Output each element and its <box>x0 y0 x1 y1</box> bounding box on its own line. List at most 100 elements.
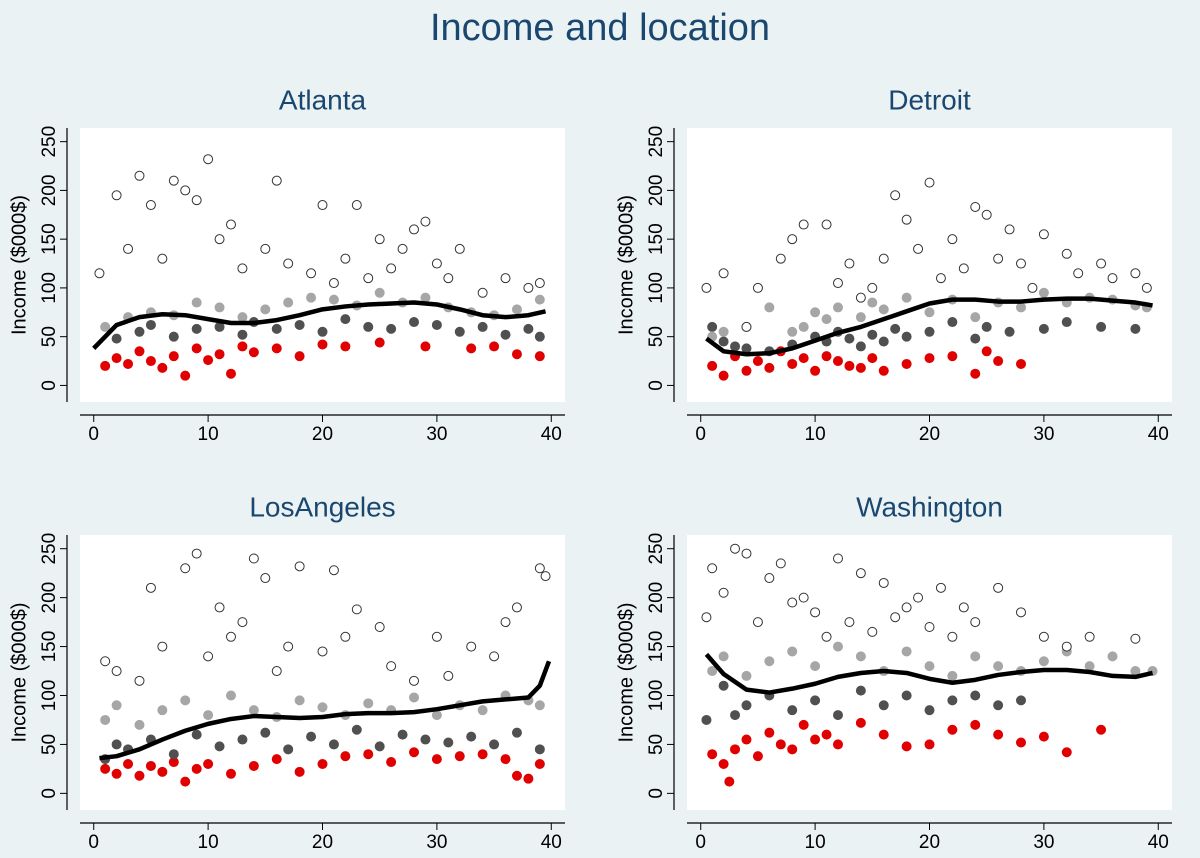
point <box>787 646 798 657</box>
point <box>237 341 248 352</box>
point <box>100 714 111 725</box>
fit-line <box>92 300 547 350</box>
point <box>730 543 741 554</box>
point <box>993 700 1004 711</box>
point <box>180 370 191 381</box>
point <box>890 190 901 201</box>
panel-title: Atlanta <box>279 84 367 115</box>
point <box>867 297 878 308</box>
point <box>386 263 397 274</box>
point <box>248 347 259 358</box>
point <box>157 705 168 716</box>
y-tick-label: 100 <box>39 272 60 304</box>
point <box>443 273 454 284</box>
point <box>466 731 477 742</box>
point <box>191 729 202 740</box>
point <box>511 770 522 781</box>
point <box>145 356 156 367</box>
point <box>832 710 843 721</box>
point <box>970 312 981 323</box>
point <box>328 565 339 576</box>
point <box>283 744 294 755</box>
point <box>901 358 912 369</box>
point <box>466 641 477 652</box>
y-tick-label: 0 <box>646 380 667 391</box>
point <box>317 702 328 713</box>
point <box>1038 731 1049 742</box>
y-tick-label: 250 <box>646 533 667 565</box>
point <box>947 631 958 642</box>
point <box>540 571 551 582</box>
point <box>294 319 305 330</box>
point <box>363 698 374 709</box>
point <box>94 268 105 279</box>
point <box>787 326 798 337</box>
point <box>901 331 912 342</box>
y-tick-label: 250 <box>39 533 60 565</box>
point <box>134 346 145 357</box>
point <box>409 675 420 686</box>
point <box>340 631 351 642</box>
point <box>489 651 500 662</box>
point <box>100 321 111 332</box>
point <box>237 734 248 745</box>
point <box>993 729 1004 740</box>
point <box>409 692 420 703</box>
point <box>741 343 752 354</box>
point <box>317 200 328 211</box>
point <box>271 323 282 334</box>
point <box>420 341 431 352</box>
y-tick-label: 150 <box>39 631 60 663</box>
point <box>534 563 545 574</box>
point <box>317 759 328 770</box>
point <box>283 297 294 308</box>
point <box>867 282 878 293</box>
x-tick-label: 20 <box>312 832 333 853</box>
point <box>225 768 236 779</box>
point <box>466 343 477 354</box>
point <box>351 200 362 211</box>
x-tick-label: 20 <box>919 424 940 445</box>
point <box>993 661 1004 672</box>
point <box>718 587 729 598</box>
panel: Detroit Income ($000$) 0 50 100 150 200 250 0 10 2… <box>615 84 1172 445</box>
point <box>1038 323 1049 334</box>
point <box>374 337 385 348</box>
point <box>386 757 397 768</box>
point <box>832 302 843 313</box>
y-tick-label: 200 <box>646 582 667 614</box>
y-axis-label: Income ($000$) <box>615 195 637 335</box>
point <box>431 710 442 721</box>
point <box>180 563 191 574</box>
point <box>123 759 134 770</box>
point <box>214 349 225 360</box>
point <box>1130 633 1141 644</box>
point <box>180 776 191 787</box>
x-tick-label: 0 <box>88 832 99 853</box>
point <box>993 582 1004 593</box>
y-tick-label: 200 <box>646 175 667 207</box>
point <box>970 690 981 701</box>
point <box>214 302 225 313</box>
point <box>111 666 122 677</box>
point <box>890 323 901 334</box>
point <box>958 263 969 274</box>
x-tick-label: 40 <box>541 424 562 445</box>
point <box>787 744 798 755</box>
point <box>511 602 522 613</box>
point <box>260 304 271 315</box>
point <box>844 617 855 628</box>
point <box>534 744 545 755</box>
x-tick-label: 30 <box>426 832 447 853</box>
point <box>810 695 821 706</box>
point <box>271 666 282 677</box>
point <box>787 597 798 608</box>
y-tick-label: 50 <box>646 734 667 755</box>
panel-title: LosAngeles <box>249 491 395 522</box>
point <box>707 360 718 371</box>
point <box>1141 282 1152 293</box>
point <box>523 282 534 293</box>
point <box>294 351 305 362</box>
point <box>409 317 420 328</box>
